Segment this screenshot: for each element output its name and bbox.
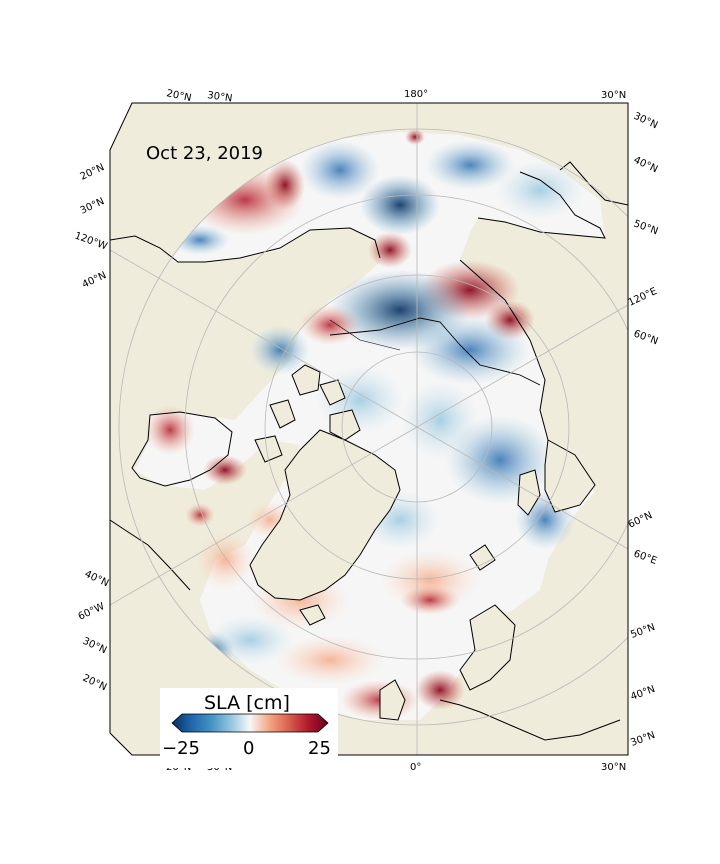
tick-left-2: 30°N xyxy=(79,196,107,217)
tick-top-3: 180° xyxy=(404,89,428,100)
tick-right-10: 30°N xyxy=(629,730,656,749)
tick-left-3: 120°W xyxy=(73,230,109,252)
scandinavia xyxy=(459,604,516,691)
date-label: Oct 23, 2019 xyxy=(146,143,263,164)
tick-left-5: 40°N xyxy=(83,569,111,590)
chukotka-coast xyxy=(477,171,606,239)
tick-left-6: 60°W xyxy=(77,601,107,623)
tick-left-7: 30°N xyxy=(81,636,109,657)
graticule xyxy=(110,103,628,755)
tick-left-4: 40°N xyxy=(81,270,109,291)
colorbar-mid-label: 0 xyxy=(243,738,254,759)
colorbar: SLA [cm] −25 0 25 xyxy=(160,688,338,768)
shelf-line-2 xyxy=(329,319,401,351)
tick-bottom-3: 0° xyxy=(410,762,421,773)
canadian-archipelago-2 xyxy=(319,379,346,406)
tick-labels-top: 20°N 30°N 180° 30°N xyxy=(165,88,626,104)
tick-right-4: 120°E xyxy=(627,286,659,309)
siberia-coast xyxy=(544,439,596,513)
canadian-archipelago-3 xyxy=(329,409,361,441)
alaska-coast xyxy=(110,227,381,263)
shelf-line xyxy=(329,317,541,386)
tick-right-3: 50°N xyxy=(632,218,659,237)
iceland xyxy=(299,604,326,626)
coastlines xyxy=(110,161,628,741)
colorbar-max-label: 25 xyxy=(308,738,331,759)
colorbar-title: SLA [cm] xyxy=(204,692,290,714)
svalbard xyxy=(469,544,496,571)
europe-coast xyxy=(439,699,621,741)
tick-right-6: 60°N xyxy=(627,510,655,531)
britain xyxy=(379,679,406,721)
tick-labels-left: 20°N 30°N 120°W 40°N 40°N 60°W 30°N 20°N xyxy=(73,162,110,693)
hudson-bay xyxy=(131,411,233,487)
tick-top-2: 30°N xyxy=(207,90,234,104)
kamchatka-coast xyxy=(559,161,628,206)
tick-labels-right: 30°N 40°N 50°N 120°E 60°N 60°N 60°E 50°N… xyxy=(627,111,660,749)
tick-top-4: 30°N xyxy=(601,90,626,101)
tick-right-7: 60°E xyxy=(632,548,658,567)
siberia-north xyxy=(459,259,549,441)
novaya-zemlya xyxy=(517,469,541,516)
labrador-coast xyxy=(110,519,191,591)
canadian-archipelago-1 xyxy=(291,364,321,396)
tick-right-9: 40°N xyxy=(629,684,656,703)
tick-right-2: 40°N xyxy=(632,155,660,176)
map-area xyxy=(110,103,628,755)
tick-left-1: 20°N xyxy=(79,162,107,183)
greenland xyxy=(249,429,401,601)
tick-right-5: 60°N xyxy=(632,328,659,347)
tick-bottom-4: 30°N xyxy=(601,762,626,773)
tick-right-8: 50°N xyxy=(629,622,656,641)
canadian-archipelago-4 xyxy=(269,399,296,429)
canadian-archipelago-5 xyxy=(254,435,283,463)
landmasses xyxy=(249,364,596,721)
tick-right-1: 30°N xyxy=(632,111,660,132)
colorbar-min-label: −25 xyxy=(162,738,200,759)
colorbar-gradient xyxy=(171,713,329,733)
map-frame xyxy=(109,102,629,756)
tick-top-1: 20°N xyxy=(165,88,192,104)
tick-left-8: 20°N xyxy=(81,673,109,694)
